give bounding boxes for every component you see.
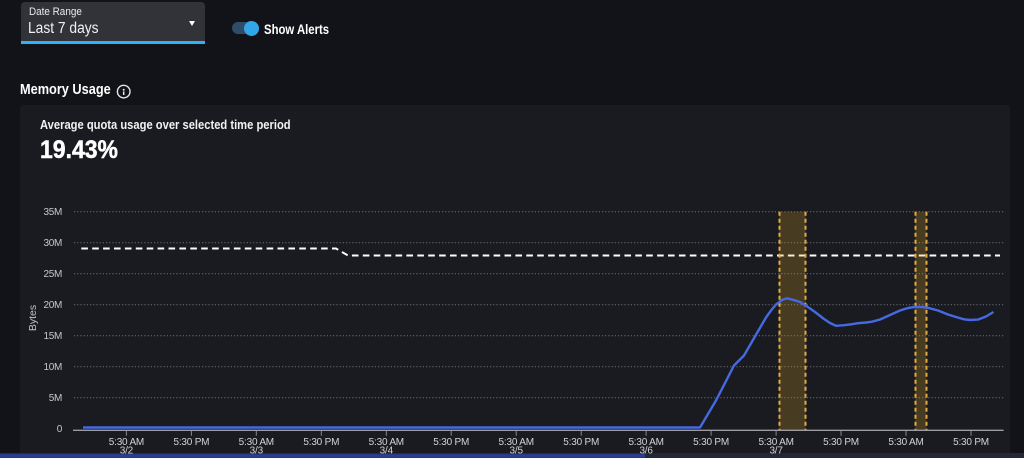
svg-text:5:30 AM: 5:30 AM: [499, 437, 534, 448]
svg-text:0: 0: [57, 424, 63, 435]
svg-text:5:30 PM: 5:30 PM: [173, 437, 209, 448]
svg-text:5:30 PM: 5:30 PM: [823, 437, 859, 448]
svg-text:5:30 AM: 5:30 AM: [239, 437, 274, 448]
svg-text:5:30 AM: 5:30 AM: [758, 437, 793, 448]
svg-text:5:30 PM: 5:30 PM: [433, 437, 469, 448]
svg-text:5:30 PM: 5:30 PM: [693, 437, 729, 448]
svg-text:5:30 PM: 5:30 PM: [563, 437, 599, 448]
svg-text:3/6: 3/6: [639, 446, 653, 457]
svg-text:Bytes: Bytes: [27, 305, 39, 331]
svg-text:3/7: 3/7: [769, 446, 783, 457]
svg-text:5:30 AM: 5:30 AM: [628, 437, 663, 448]
svg-text:5:30 AM: 5:30 AM: [888, 437, 923, 448]
svg-text:20M: 20M: [43, 300, 62, 311]
svg-text:3/4: 3/4: [380, 446, 394, 457]
svg-text:5:30 PM: 5:30 PM: [303, 437, 339, 448]
svg-text:3/3: 3/3: [250, 446, 264, 457]
svg-text:3/2: 3/2: [120, 446, 134, 457]
svg-text:5:30 AM: 5:30 AM: [109, 437, 144, 448]
svg-text:5M: 5M: [49, 393, 62, 404]
svg-text:5:30 PM: 5:30 PM: [953, 437, 989, 448]
svg-text:30M: 30M: [43, 238, 62, 249]
svg-text:35M: 35M: [43, 207, 62, 218]
svg-text:3/5: 3/5: [510, 446, 524, 457]
svg-text:25M: 25M: [43, 269, 62, 280]
svg-text:10M: 10M: [43, 362, 62, 373]
svg-text:5:30 AM: 5:30 AM: [369, 437, 404, 448]
svg-text:15M: 15M: [43, 331, 62, 342]
